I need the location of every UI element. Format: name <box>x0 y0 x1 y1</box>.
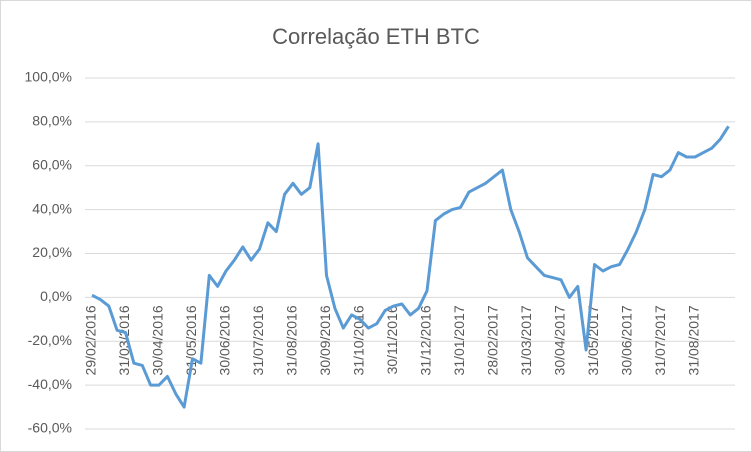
x-tick-label: 30/04/2016 <box>150 305 166 375</box>
x-tick-label: 30/06/2016 <box>217 305 233 375</box>
y-tick-label: 60,0% <box>32 156 72 172</box>
x-tick-label: 28/02/2017 <box>485 305 501 375</box>
x-tick-label: 31/12/2016 <box>418 305 434 375</box>
x-tick-label: 29/02/2016 <box>83 305 99 375</box>
y-tick-label: 0,0% <box>40 288 72 304</box>
y-tick-label: 20,0% <box>32 244 72 260</box>
x-tick-label: 31/08/2016 <box>284 305 300 375</box>
x-tick-label: 31/07/2016 <box>250 305 266 375</box>
x-tick-label: 31/07/2017 <box>652 305 668 375</box>
x-tick-label: 31/03/2017 <box>518 305 534 375</box>
line-series <box>91 125 730 409</box>
y-tick-label: -40,0% <box>28 376 72 392</box>
chart-title: Correlação ETH BTC <box>272 24 480 49</box>
x-tick-label: 30/04/2017 <box>552 305 568 375</box>
x-tick-label: 31/05/2016 <box>183 305 199 375</box>
y-tick-label: -20,0% <box>28 332 72 348</box>
y-tick-label: 40,0% <box>32 200 72 216</box>
x-tick-label: 31/08/2017 <box>686 305 702 375</box>
x-tick-label: 30/11/2016 <box>384 305 400 374</box>
x-tick-label: 31/03/2016 <box>116 305 132 375</box>
y-tick-label: 100,0% <box>25 69 72 85</box>
x-tick-label: 30/09/2016 <box>317 305 333 375</box>
x-tick-label: 30/06/2017 <box>619 305 635 375</box>
y-tick-label: -60,0% <box>28 420 72 436</box>
x-tick-label: 31/01/2017 <box>451 305 467 375</box>
y-tick-label: 80,0% <box>32 113 72 129</box>
